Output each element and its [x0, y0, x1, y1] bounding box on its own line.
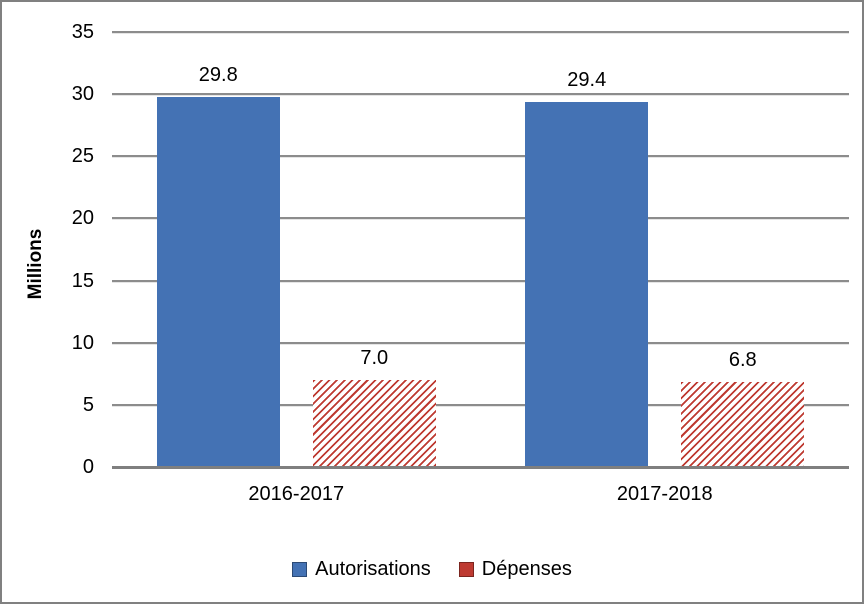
- y-tick-label: 15: [71, 269, 94, 292]
- legend-label: Autorisations: [315, 558, 431, 580]
- bar-value-label: 29.8: [198, 63, 238, 86]
- legend-marker-autorisations: [292, 561, 308, 577]
- bar-depenses-2017-2018: [681, 382, 805, 466]
- gridline: [112, 31, 849, 33]
- x-category-label: 2016-2017: [248, 483, 345, 505]
- y-tick-label: 0: [82, 456, 94, 478]
- y-tick-label: 5: [82, 393, 94, 416]
- x-category-label: 2017-2018: [616, 483, 713, 505]
- bar-autorisations-2017-2018: [525, 101, 649, 466]
- bar-value-label: 6.8: [728, 349, 757, 372]
- legend-item-autorisations: Autorisations: [292, 557, 431, 581]
- gridline: [112, 155, 849, 158]
- legend: Autorisations Dépenses: [2, 556, 862, 582]
- bar-depenses-2016-2017: [312, 380, 436, 466]
- gridline: [112, 279, 849, 282]
- legend-label: Dépenses: [481, 558, 572, 580]
- y-tick-label: 30: [71, 83, 94, 106]
- bar-value-label: 7.0: [360, 347, 389, 369]
- gridline: [112, 217, 849, 220]
- y-tick-label: 10: [71, 331, 94, 354]
- bar-value-label: 29.4: [567, 68, 607, 91]
- bar-autorisations-2016-2017: [156, 96, 280, 466]
- legend-marker-depenses: [458, 561, 474, 577]
- y-axis-title: Millions: [25, 228, 46, 300]
- x-axis-line: [112, 466, 849, 469]
- y-tick-label: 25: [71, 145, 94, 168]
- y-tick-label: 35: [71, 21, 94, 43]
- y-tick-label: 20: [71, 207, 94, 230]
- legend-item-depenses: Dépenses: [458, 557, 572, 581]
- gridline: [112, 341, 849, 344]
- gridline: [112, 93, 849, 96]
- gridline: [112, 403, 849, 406]
